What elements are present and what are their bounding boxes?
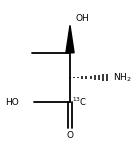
Text: $^{13}$C: $^{13}$C: [72, 95, 87, 108]
Text: HO: HO: [5, 98, 19, 107]
Text: NH$_2$: NH$_2$: [113, 71, 132, 84]
Polygon shape: [66, 25, 74, 53]
Text: OH: OH: [75, 14, 89, 23]
Text: O: O: [66, 131, 74, 140]
